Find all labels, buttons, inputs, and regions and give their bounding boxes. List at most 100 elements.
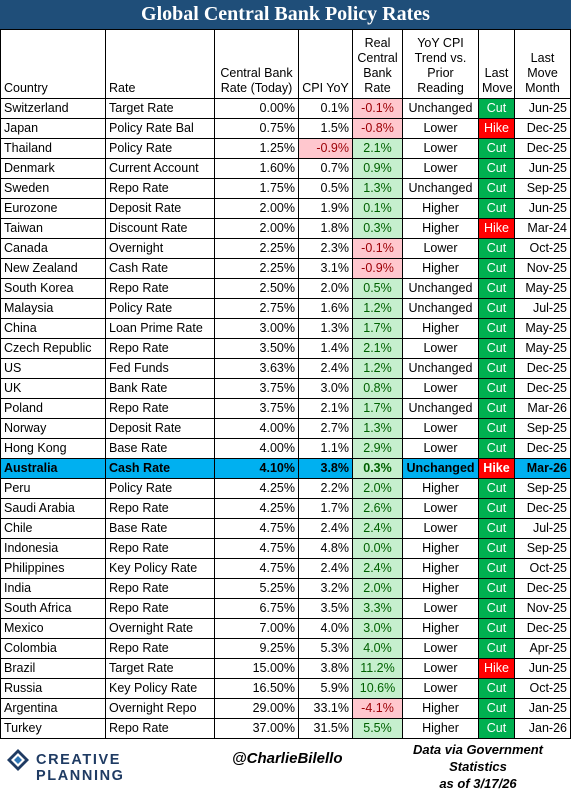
last-move-month-cell: Jun-25 [514, 158, 571, 179]
cb-rate-cell: 3.63% [214, 358, 299, 379]
table-row: Switzerland Target Rate 0.00% 0.1% -0.1% Unch… [0, 98, 571, 119]
country-cell: Hong Kong [0, 438, 106, 459]
cpi-cell: 1.5% [298, 118, 353, 139]
last-move-month-cell: Jun-25 [514, 658, 571, 679]
cpi-trend-cell: Unchanged [402, 298, 479, 319]
cpi-trend-cell: Lower [402, 378, 479, 399]
cpi-cell: 1.1% [298, 438, 353, 459]
cb-rate-cell: 2.25% [214, 258, 299, 279]
last-move-cell: Cut [478, 678, 515, 699]
cpi-cell: 2.0% [298, 278, 353, 299]
country-cell: South Africa [0, 598, 106, 619]
real-rate-cell: 2.0% [352, 478, 403, 499]
cb-rate-cell: 4.10% [214, 458, 299, 479]
real-rate-cell: 2.1% [352, 338, 403, 359]
country-cell: Argentina [0, 698, 106, 719]
rate-type-cell: Cash Rate [105, 458, 215, 479]
last-move-month-cell: Nov-25 [514, 258, 571, 279]
cb-rate-cell: 4.00% [214, 418, 299, 439]
real-rate-cell: 0.5% [352, 278, 403, 299]
cb-rate-cell: 3.75% [214, 398, 299, 419]
country-cell: Turkey [0, 718, 106, 739]
country-cell: Peru [0, 478, 106, 499]
country-cell: Canada [0, 238, 106, 259]
country-cell: Indonesia [0, 538, 106, 559]
last-move-cell: Cut [478, 238, 515, 259]
table-row: Taiwan Discount Rate 2.00% 1.8% 0.3% Higher Hi… [0, 218, 571, 239]
last-move-month-cell: Sep-25 [514, 538, 571, 559]
last-move-month-cell: Mar-26 [514, 398, 571, 419]
country-cell: New Zealand [0, 258, 106, 279]
country-cell: Denmark [0, 158, 106, 179]
cpi-trend-cell: Higher [402, 198, 479, 219]
last-move-month-cell: Dec-25 [514, 498, 571, 519]
real-rate-cell: 2.4% [352, 558, 403, 579]
real-rate-cell: 1.7% [352, 318, 403, 339]
last-move-cell: Hike [478, 658, 515, 679]
rate-type-cell: Repo Rate [105, 638, 215, 659]
last-move-cell: Cut [478, 98, 515, 119]
last-move-cell: Cut [478, 198, 515, 219]
last-move-cell: Hike [478, 118, 515, 139]
cpi-cell: 5.3% [298, 638, 353, 659]
last-move-cell: Cut [478, 698, 515, 719]
real-rate-cell: 1.3% [352, 418, 403, 439]
rate-type-cell: Overnight [105, 238, 215, 259]
country-cell: Philippines [0, 558, 106, 579]
table-row: Eurozone Deposit Rate 2.00% 1.9% 0.1% Higher C… [0, 198, 571, 219]
cpi-trend-cell: Higher [402, 578, 479, 599]
last-move-cell: Cut [478, 178, 515, 199]
country-cell: Norway [0, 418, 106, 439]
cpi-cell: 1.6% [298, 298, 353, 319]
rate-type-cell: Policy Rate [105, 478, 215, 499]
cb-rate-cell: 16.50% [214, 678, 299, 699]
last-move-month-cell: Oct-25 [514, 678, 571, 699]
cpi-trend-cell: Lower [402, 338, 479, 359]
last-move-cell: Cut [478, 398, 515, 419]
country-cell: Malaysia [0, 298, 106, 319]
last-move-month-cell: Mar-26 [514, 458, 571, 479]
country-cell: Brazil [0, 658, 106, 679]
cpi-trend-cell: Lower [402, 438, 479, 459]
last-move-month-cell: Oct-25 [514, 238, 571, 259]
table-row: Sweden Repo Rate 1.75% 0.5% 1.3% Unchanged Cut… [0, 178, 571, 199]
rate-type-cell: Base Rate [105, 438, 215, 459]
last-move-cell: Hike [478, 458, 515, 479]
table-row: Turkey Repo Rate 37.00% 31.5% 5.5% Higher Cut J… [0, 718, 571, 739]
cb-rate-cell: 0.00% [214, 98, 299, 119]
cb-rate-cell: 6.75% [214, 598, 299, 619]
last-move-month-cell: Nov-25 [514, 598, 571, 619]
table-row: Malaysia Policy Rate 2.75% 1.6% 1.2% Unchange… [0, 298, 571, 319]
table-row: US Fed Funds 3.63% 2.4% 1.2% Unchanged Cut Dec-… [0, 358, 571, 379]
table-row: South Africa Repo Rate 6.75% 3.5% 3.3% Lower C… [0, 598, 571, 619]
cpi-cell: 0.7% [298, 158, 353, 179]
source-line-1: Data via Government Statistics [412, 742, 544, 774]
last-move-cell: Cut [478, 378, 515, 399]
real-rate-cell: 2.4% [352, 518, 403, 539]
last-move-cell: Cut [478, 358, 515, 379]
cpi-cell: 4.0% [298, 618, 353, 639]
cpi-cell: 1.4% [298, 338, 353, 359]
real-rate-cell: -0.1% [352, 238, 403, 259]
cpi-trend-cell: Lower [402, 518, 479, 539]
cpi-cell: 3.5% [298, 598, 353, 619]
cpi-trend-cell: Unchanged [402, 458, 479, 479]
table-row: Hong Kong Base Rate 4.00% 1.1% 2.9% Lower Cut D… [0, 438, 571, 459]
real-rate-cell: 0.1% [352, 198, 403, 219]
cb-rate-cell: 4.25% [214, 498, 299, 519]
header-row: Country Rate Central Bank Rate (Today) C… [0, 29, 571, 99]
cb-rate-cell: 2.50% [214, 278, 299, 299]
cb-rate-cell: 3.00% [214, 318, 299, 339]
cb-rate-cell: 4.75% [214, 538, 299, 559]
col-header-cpi: CPI YoY [298, 29, 353, 99]
last-move-month-cell: Jul-25 [514, 298, 571, 319]
last-move-cell: Cut [478, 158, 515, 179]
cpi-trend-cell: Higher [402, 218, 479, 239]
real-rate-cell: 3.0% [352, 618, 403, 639]
cpi-cell: 0.5% [298, 178, 353, 199]
table-row: Brazil Target Rate 15.00% 3.8% 11.2% Lower Hik… [0, 658, 571, 679]
table-row: Poland Repo Rate 3.75% 2.1% 1.7% Unchanged Cut… [0, 398, 571, 419]
col-header-country: Country [0, 29, 106, 99]
last-move-month-cell: Dec-25 [514, 118, 571, 139]
cpi-cell: 3.8% [298, 658, 353, 679]
